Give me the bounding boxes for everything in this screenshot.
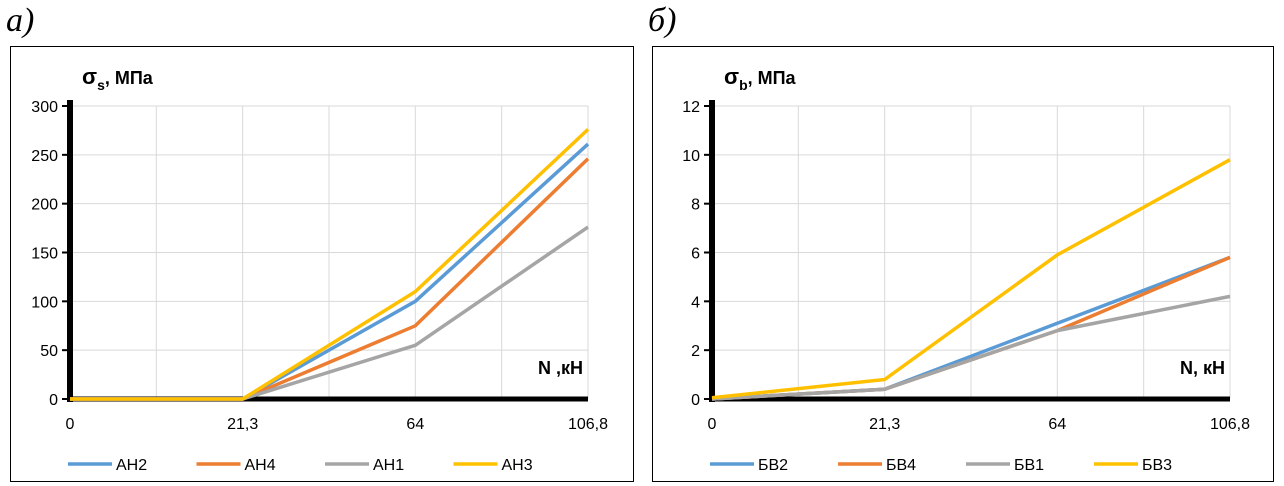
- series-line-БВ1: [711, 294, 1231, 401]
- chart-a-series: [70, 128, 590, 401]
- panel-b-letter: б): [648, 2, 677, 39]
- x-tick-label: 0: [708, 416, 717, 433]
- series-line-БВ3: [711, 158, 1231, 400]
- chart-b-legend: БВ2 БВ4 БВ1 БВ3: [710, 457, 1172, 474]
- x-tick-label: 64: [1048, 416, 1066, 433]
- y-tick-label: 100: [31, 294, 58, 311]
- y-tick-label: 12: [682, 99, 700, 116]
- legend-label: БВ2: [758, 457, 788, 474]
- y-tick-label: 6: [691, 246, 700, 263]
- x-tick-label: 64: [406, 416, 424, 433]
- chart-a-x-label: N ,кН: [538, 358, 583, 378]
- chart-a-y-ticks: 0 50 100 150 200 250 300: [31, 99, 70, 409]
- chart-a-y-label: σs, МПа: [82, 64, 154, 93]
- legend-label: АН3: [502, 457, 533, 474]
- x-tick-label: 106,8: [568, 416, 608, 433]
- chart-a-grid: [70, 105, 589, 399]
- chart-b-y-label: σb, МПа: [724, 64, 797, 93]
- y-tick-label: 250: [31, 148, 58, 165]
- legend-label: БВ1: [1014, 457, 1044, 474]
- x-tick-label: 21,3: [869, 416, 900, 433]
- legend-label: БВ3: [1142, 457, 1172, 474]
- y-tick-label: 150: [31, 246, 58, 263]
- chart-a-x-ticks: 0 21,3 64 106,8: [66, 416, 609, 433]
- y-tick-label: 0: [691, 392, 700, 409]
- y-tick-label: 0: [49, 392, 58, 409]
- y-tick-label: 50: [40, 343, 58, 360]
- legend-label: АН2: [116, 457, 147, 474]
- y-tick-label: 300: [31, 99, 58, 116]
- panel-a-letter: а): [6, 2, 35, 39]
- chart-b-x-label: N, кН: [1180, 358, 1225, 378]
- y-tick-label: 200: [31, 197, 58, 214]
- chart-b-frame: [652, 46, 1274, 482]
- chart-b-grid: [712, 105, 1231, 399]
- legend-label: АН4: [245, 457, 276, 474]
- x-tick-label: 21,3: [227, 416, 258, 433]
- x-tick-label: 0: [66, 416, 75, 433]
- series-line-АН3: [70, 128, 590, 401]
- y-tick-label: 2: [691, 343, 700, 360]
- y-tick-label: 4: [691, 294, 700, 311]
- y-tick-label: 8: [691, 197, 700, 214]
- legend-label: БВ4: [886, 457, 916, 474]
- chart-a-legend: АН2 АН4 АН1 АН3: [68, 457, 533, 474]
- x-tick-label: 106,8: [1210, 416, 1250, 433]
- legend-label: АН1: [373, 457, 404, 474]
- chart-b-series: [711, 158, 1231, 401]
- chart-a-frame: [10, 46, 634, 482]
- y-tick-label: 10: [682, 148, 700, 165]
- chart-a: 0 50 100 150 200 250 300 0 21,3 64 106,8 σs, МПа N ,…: [10, 46, 634, 482]
- chart-b-x-ticks: 0 21,3 64 106,8: [708, 416, 1251, 433]
